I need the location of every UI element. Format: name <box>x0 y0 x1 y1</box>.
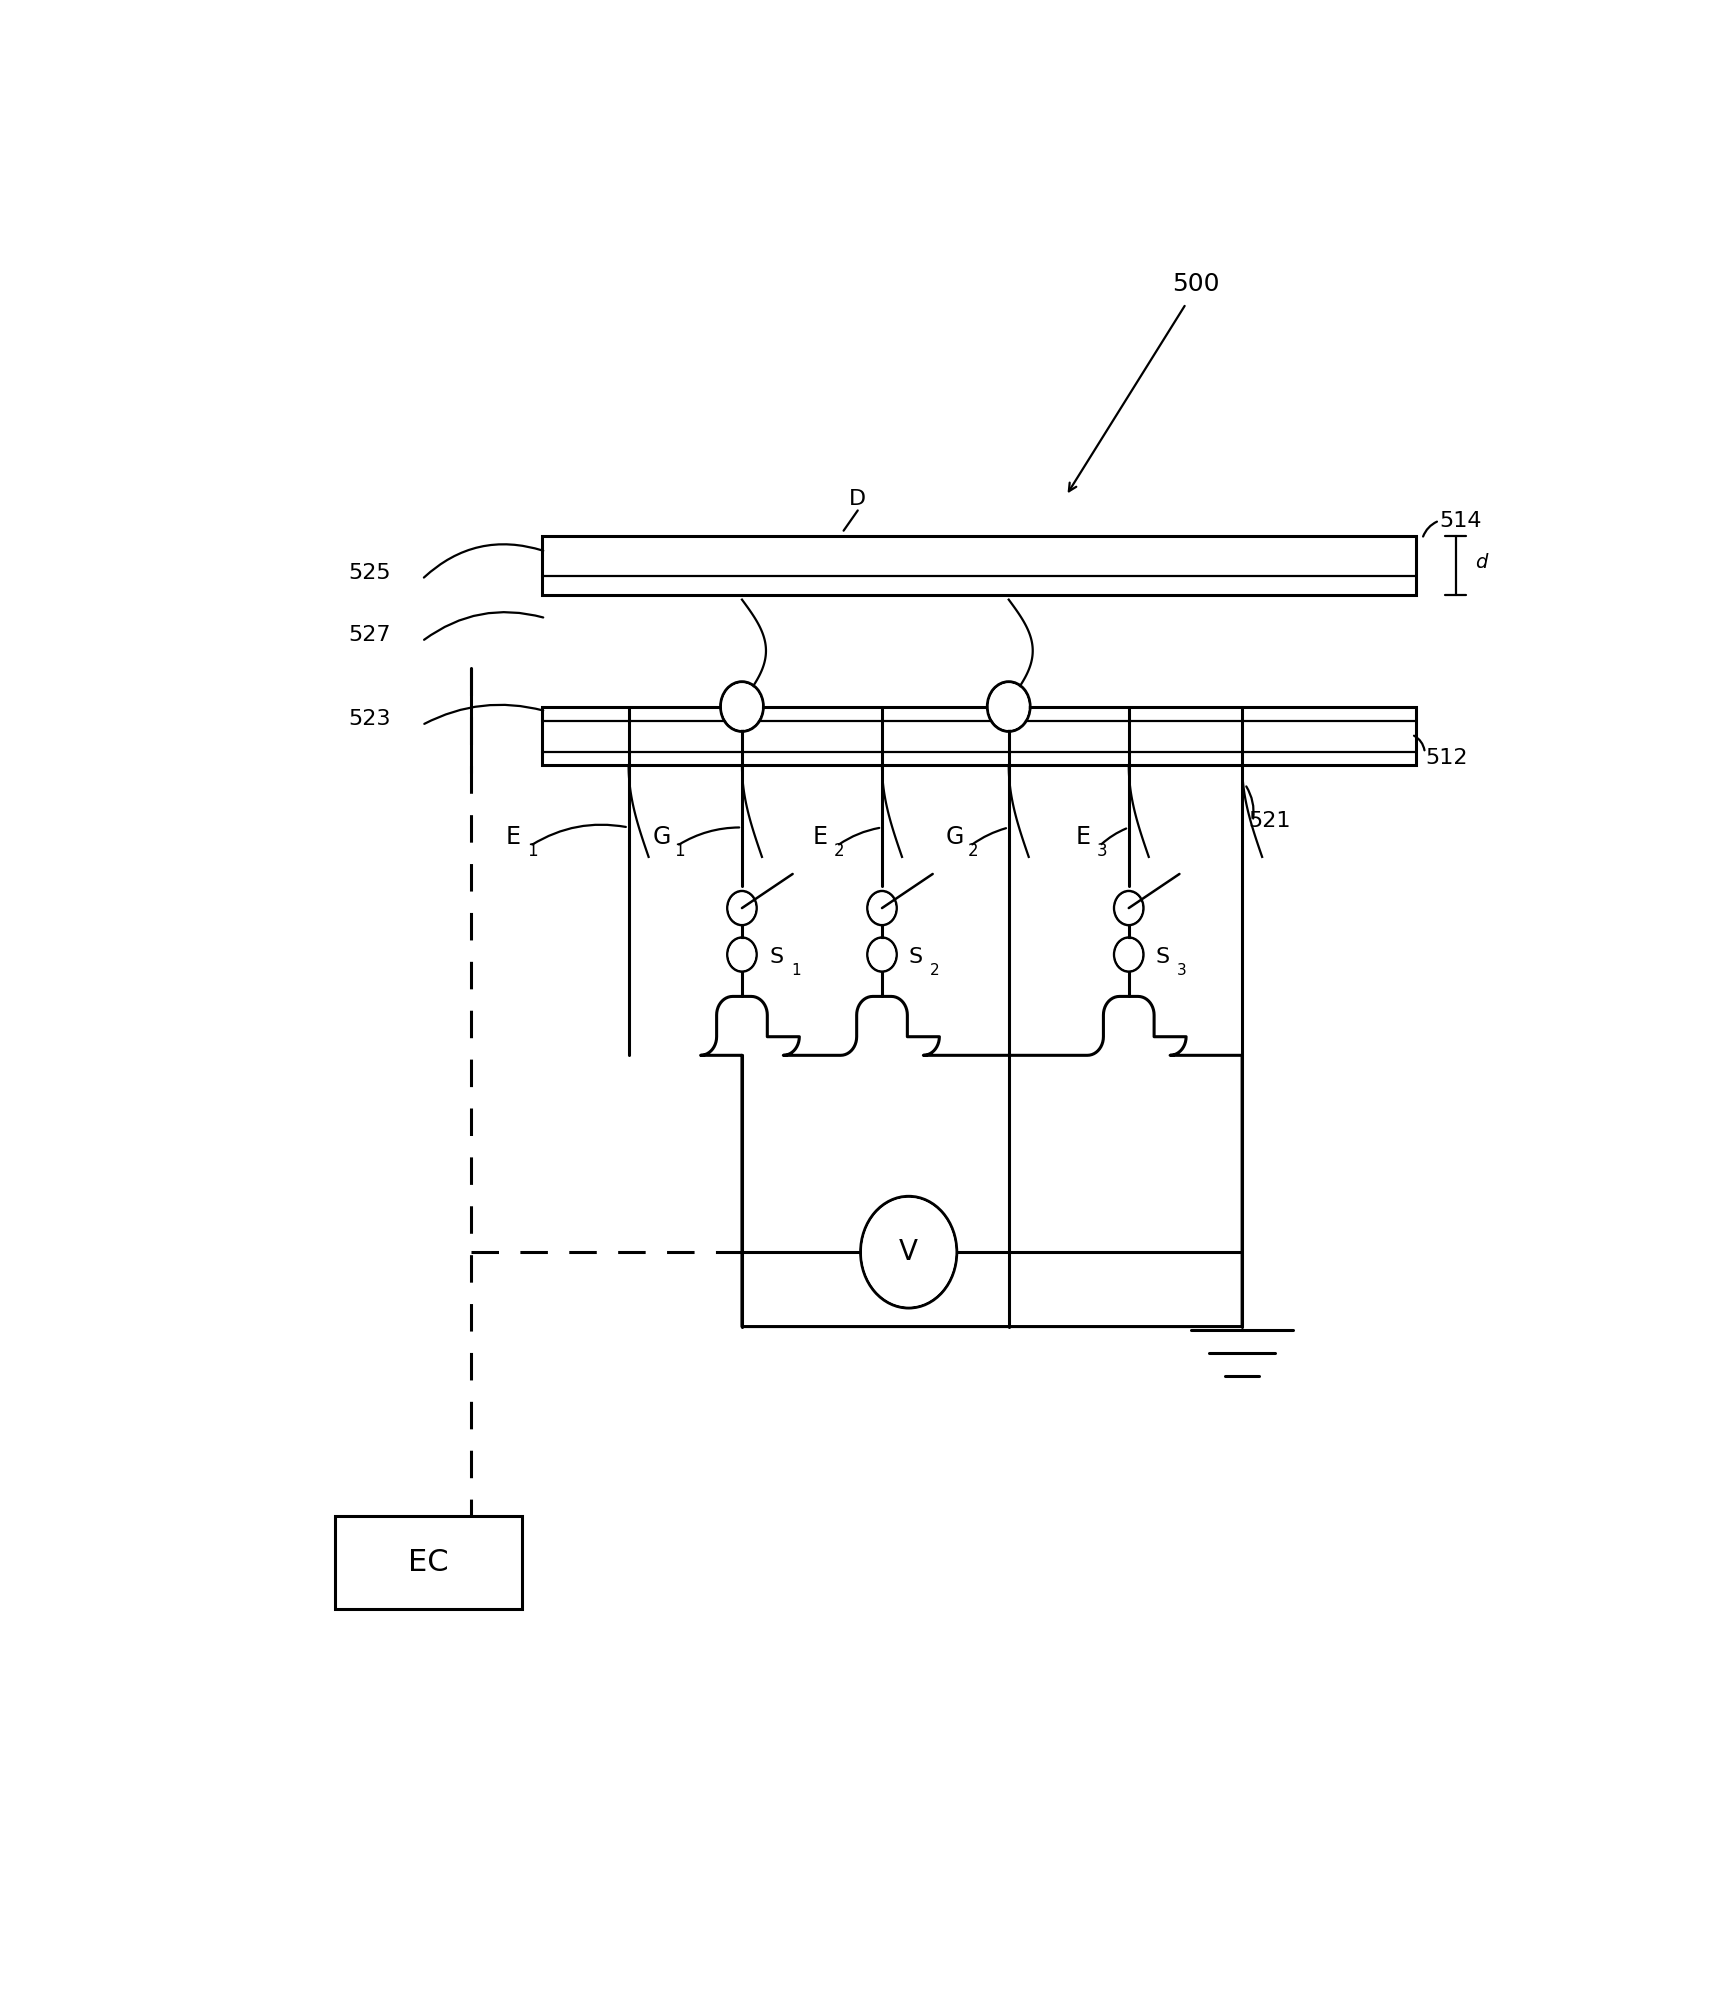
Circle shape <box>988 682 1029 731</box>
Text: 1: 1 <box>675 841 685 860</box>
Text: 3: 3 <box>1096 841 1107 860</box>
Text: S: S <box>769 946 785 966</box>
Circle shape <box>1115 892 1143 924</box>
Text: G: G <box>947 825 964 849</box>
Text: 1: 1 <box>792 962 800 978</box>
Circle shape <box>1115 938 1143 970</box>
Bar <box>542 707 1415 765</box>
Text: 523: 523 <box>348 709 391 729</box>
Text: V: V <box>898 1238 919 1266</box>
Text: 514: 514 <box>1439 511 1482 531</box>
Circle shape <box>862 1198 955 1306</box>
Bar <box>336 1516 521 1608</box>
Text: E: E <box>812 825 828 849</box>
Text: 2: 2 <box>929 962 940 978</box>
Text: S: S <box>909 946 922 966</box>
Text: 525: 525 <box>348 564 391 584</box>
Text: 1: 1 <box>527 841 539 860</box>
Text: G: G <box>652 825 671 849</box>
Text: D: D <box>848 489 866 509</box>
Text: 500: 500 <box>1172 272 1218 296</box>
Text: E: E <box>1076 825 1091 849</box>
Text: 2: 2 <box>835 841 845 860</box>
Circle shape <box>728 892 756 924</box>
Text: 2: 2 <box>967 841 978 860</box>
Text: E: E <box>506 825 521 849</box>
Text: 521: 521 <box>1249 811 1291 831</box>
Text: 3: 3 <box>1177 962 1186 978</box>
Circle shape <box>723 682 762 731</box>
Text: S: S <box>1155 946 1170 966</box>
Text: 527: 527 <box>348 626 391 646</box>
Text: d: d <box>1475 554 1489 572</box>
Bar <box>542 535 1415 596</box>
Circle shape <box>869 938 895 970</box>
Text: EC: EC <box>408 1548 449 1576</box>
Circle shape <box>869 892 895 924</box>
Text: 512: 512 <box>1425 749 1468 767</box>
Circle shape <box>728 938 756 970</box>
